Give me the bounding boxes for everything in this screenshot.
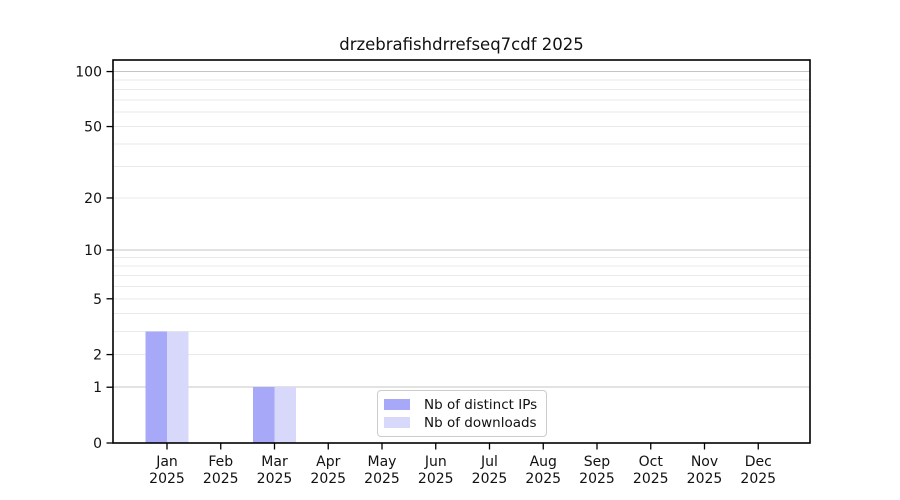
y-gridlines-major — [113, 71, 810, 388]
bars — [145, 331, 296, 443]
y-tick-label: 1 — [93, 380, 102, 396]
y-tick-label: 100 — [75, 65, 102, 81]
x-tick-label-month: Oct — [639, 454, 664, 470]
x-tick-label-month: Sep — [584, 454, 611, 470]
x-tick-label-month: Mar — [261, 454, 288, 470]
chart-title: drzebrafishdrrefseq7cdf 2025 — [339, 35, 584, 54]
x-axis-ticks — [166, 443, 759, 450]
x-tick-label-month: Jul — [480, 454, 498, 470]
x-tick-label-month: Dec — [745, 454, 772, 470]
x-tick-label-year: 2025 — [310, 471, 346, 487]
bar-distinct-ips-Jan — [145, 331, 167, 443]
x-tick-label-year: 2025 — [579, 471, 615, 487]
y-tick-label: 0 — [93, 436, 102, 452]
y-axis-ticks — [106, 70, 113, 444]
x-tick-label-year: 2025 — [364, 471, 400, 487]
legend-swatch-downloads — [384, 417, 410, 428]
legend-swatch-distinct-ips — [384, 399, 410, 410]
x-tick-label-year: 2025 — [149, 471, 185, 487]
legend-label-downloads: Nb of downloads — [424, 414, 537, 431]
x-tick-label-year: 2025 — [257, 471, 293, 487]
y-tick-label: 10 — [84, 243, 102, 259]
y-tick-label: 50 — [84, 120, 102, 136]
bar-downloads-Mar — [274, 387, 296, 443]
x-tick-label-year: 2025 — [418, 471, 454, 487]
bar-downloads-Jan — [167, 331, 189, 443]
legend-label-distinct-ips: Nb of distinct IPs — [424, 396, 538, 413]
x-tick-label-month: Nov — [691, 454, 718, 470]
x-tick-label-month: Feb — [208, 454, 233, 470]
legend-item-downloads: Nb of downloads — [384, 416, 546, 430]
x-tick-label-year: 2025 — [633, 471, 669, 487]
x-tick-label-month: May — [368, 454, 397, 470]
legend: Nb of distinct IPs Nb of downloads — [377, 390, 547, 437]
x-tick-label-month: Aug — [530, 454, 557, 470]
y-tick-label: 2 — [93, 348, 102, 364]
x-axis-labels: Jan2025Feb2025Mar2025Apr2025May2025Jun20… — [149, 454, 776, 487]
x-tick-label-year: 2025 — [687, 471, 723, 487]
x-tick-label-year: 2025 — [525, 471, 561, 487]
x-tick-label-year: 2025 — [203, 471, 239, 487]
plot-border — [112, 59, 811, 444]
x-tick-label-month: Apr — [316, 454, 340, 470]
x-tick-label-month: Jun — [424, 454, 447, 470]
bar-distinct-ips-Mar — [253, 387, 275, 443]
y-tick-label: 20 — [84, 191, 102, 207]
y-gridlines-minor — [113, 79, 810, 356]
x-tick-label-year: 2025 — [472, 471, 508, 487]
y-axis-labels: 0 1 2 5 10 20 50 100 — [75, 65, 102, 452]
x-tick-label-year: 2025 — [740, 471, 776, 487]
legend-item-distinct-ips: Nb of distinct IPs — [384, 398, 546, 412]
x-tick-label-month: Jan — [155, 454, 178, 470]
y-tick-label: 5 — [93, 292, 102, 308]
